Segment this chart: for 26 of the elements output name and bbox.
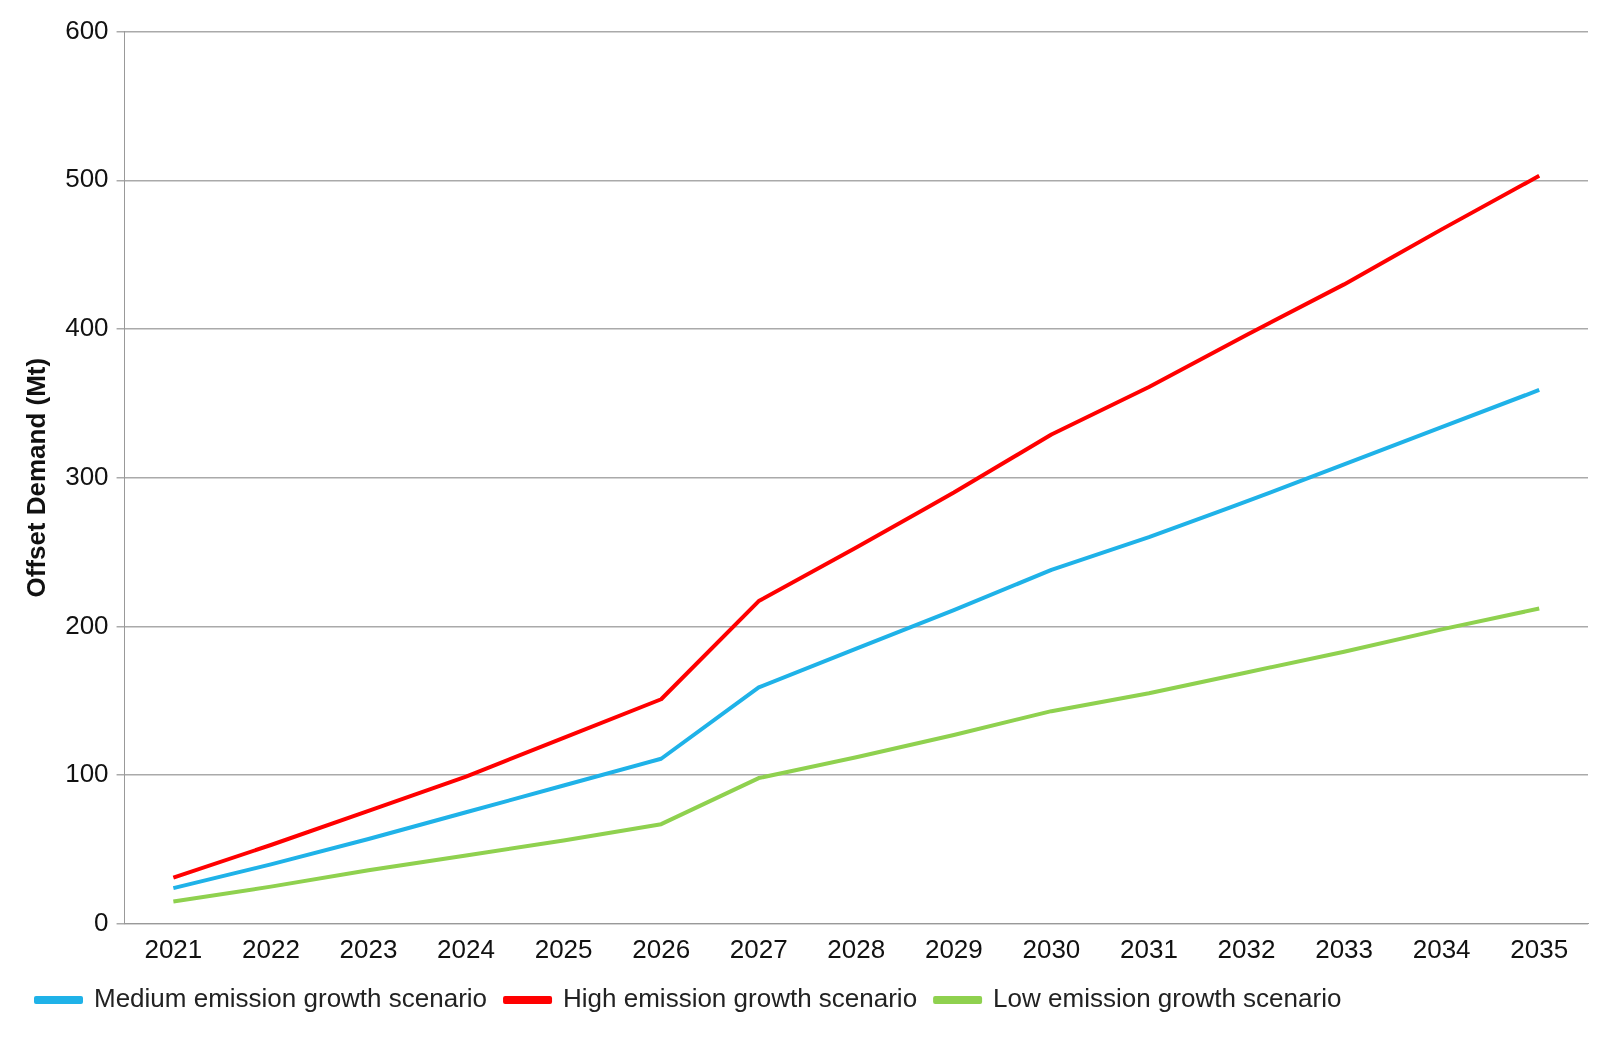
legend-label: High emission growth scenario [563,983,918,1014]
legend-label: Low emission growth scenario [993,983,1342,1014]
x-tick-label: 2025 [534,933,593,964]
y-tick-label: 0 [94,906,109,937]
y-tick-label: 400 [65,312,109,343]
x-tick-label: 2034 [1412,933,1471,964]
y-tick-label: 200 [65,609,109,640]
legend-label: Medium emission growth scenario [94,983,488,1014]
y-tick-label: 600 [65,14,109,45]
x-tick-label: 2028 [827,933,886,964]
x-tick-label: 2023 [339,933,398,964]
x-tick-label: 2024 [437,933,495,964]
x-tick-label: 2021 [144,933,203,964]
x-tick-label: 2033 [1315,933,1374,964]
x-tick-label: 2029 [924,933,983,964]
x-tick-label: 2031 [1120,933,1178,964]
y-tick-label: 500 [65,163,109,194]
x-tick-label: 2027 [729,933,788,964]
x-tick-label: 2035 [1510,933,1569,964]
y-tick-label: 100 [65,758,109,789]
y-axis-title: Offset Demand (Mt) [20,357,51,598]
x-tick-label: 2030 [1022,933,1081,964]
x-tick-label: 2032 [1217,933,1276,964]
x-tick-label: 2026 [632,933,691,964]
y-tick-label: 300 [65,460,109,491]
x-tick-label: 2022 [242,933,300,964]
